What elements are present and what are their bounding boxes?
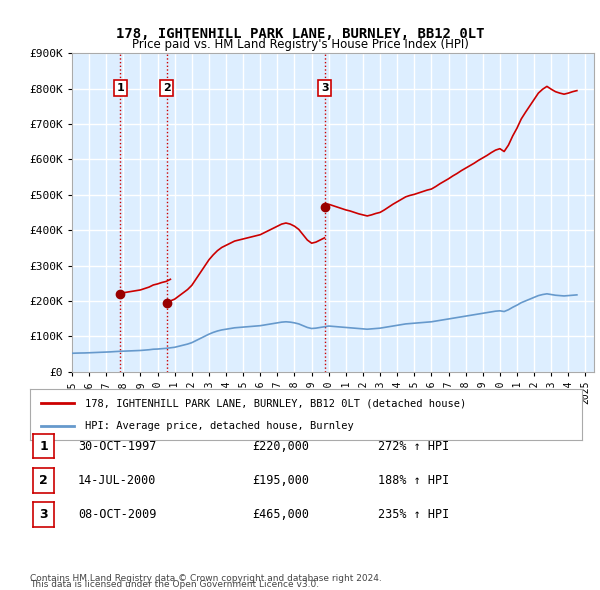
Text: 30-OCT-1997: 30-OCT-1997	[78, 440, 157, 453]
Text: 3: 3	[39, 508, 48, 521]
Text: 1: 1	[39, 440, 48, 453]
Text: This data is licensed under the Open Government Licence v3.0.: This data is licensed under the Open Gov…	[30, 580, 319, 589]
Text: 178, IGHTENHILL PARK LANE, BURNLEY, BB12 0LT (detached house): 178, IGHTENHILL PARK LANE, BURNLEY, BB12…	[85, 398, 466, 408]
Text: 14-JUL-2000: 14-JUL-2000	[78, 474, 157, 487]
Text: 3: 3	[321, 83, 329, 93]
Text: HPI: Average price, detached house, Burnley: HPI: Average price, detached house, Burn…	[85, 421, 354, 431]
Text: 2: 2	[163, 83, 170, 93]
Text: 235% ↑ HPI: 235% ↑ HPI	[378, 508, 449, 521]
Text: Price paid vs. HM Land Registry's House Price Index (HPI): Price paid vs. HM Land Registry's House …	[131, 38, 469, 51]
Text: 188% ↑ HPI: 188% ↑ HPI	[378, 474, 449, 487]
Text: £195,000: £195,000	[252, 474, 309, 487]
Text: 272% ↑ HPI: 272% ↑ HPI	[378, 440, 449, 453]
Text: 178, IGHTENHILL PARK LANE, BURNLEY, BB12 0LT: 178, IGHTENHILL PARK LANE, BURNLEY, BB12…	[116, 27, 484, 41]
Text: Contains HM Land Registry data © Crown copyright and database right 2024.: Contains HM Land Registry data © Crown c…	[30, 574, 382, 583]
Text: 1: 1	[116, 83, 124, 93]
Text: £220,000: £220,000	[252, 440, 309, 453]
Text: 08-OCT-2009: 08-OCT-2009	[78, 508, 157, 521]
Text: 2: 2	[39, 474, 48, 487]
Text: £465,000: £465,000	[252, 508, 309, 521]
